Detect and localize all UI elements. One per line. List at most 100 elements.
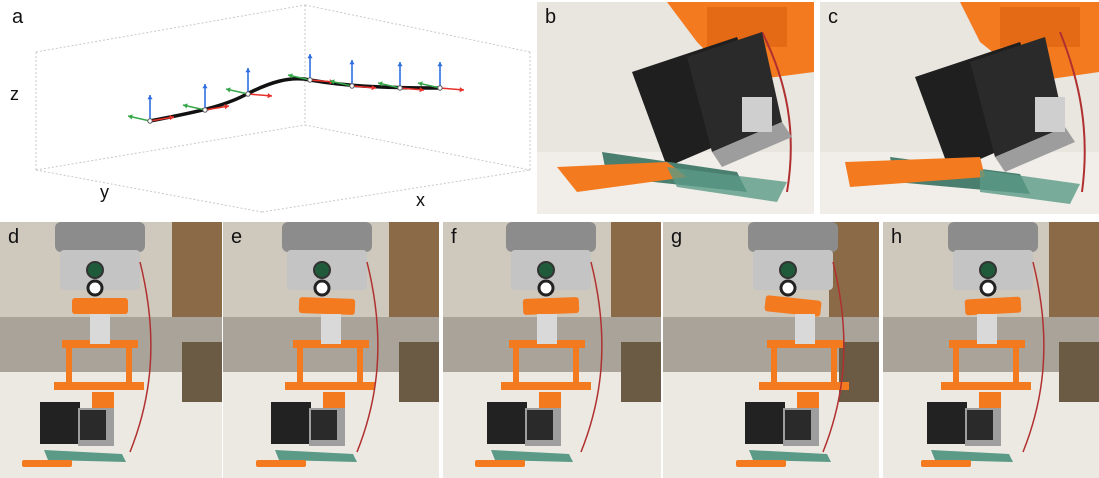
- stand: [621, 342, 661, 402]
- robot-arm-top: [748, 222, 838, 252]
- panel-label-f: f: [451, 226, 457, 248]
- orange-collar: [764, 295, 822, 317]
- motor-right-body: [527, 410, 553, 440]
- actuator-shaft: [795, 314, 815, 344]
- x-axis-arrow-head: [371, 85, 376, 91]
- frame-origin: [349, 83, 355, 89]
- x-axis-arrow-head: [459, 87, 464, 93]
- frame-leg-right: [126, 348, 132, 388]
- panel-label-g: g: [671, 226, 683, 248]
- photo-e: [223, 222, 439, 478]
- y-axis-arrow-head: [226, 87, 231, 93]
- panel-label-b: b: [545, 6, 557, 28]
- y-axis-arrow-head: [288, 73, 293, 79]
- panel-label-d: d: [8, 226, 20, 248]
- tool-plate: [44, 450, 126, 462]
- y-axis-arrow-head: [378, 81, 383, 87]
- button-icon: [86, 279, 104, 297]
- tool-plate: [931, 450, 1013, 462]
- frame-leg-right: [573, 348, 579, 388]
- orange-strip: [475, 460, 525, 467]
- motor-left: [40, 402, 80, 444]
- button-icon: [979, 279, 997, 297]
- frame-origin: [202, 107, 208, 113]
- orange-collar: [298, 297, 356, 315]
- stand: [839, 342, 879, 402]
- photo-f: [443, 222, 661, 478]
- x-axis-arrow-head: [267, 93, 272, 99]
- frame-mid-plate: [54, 382, 144, 390]
- button-icon: [313, 279, 331, 297]
- panel-label-c: c: [828, 6, 838, 28]
- axis-label-z: z: [10, 84, 19, 104]
- actuator-shaft: [90, 314, 110, 344]
- orange-collar: [964, 296, 1022, 316]
- panel-label-h: h: [891, 226, 903, 248]
- robot-arm-top: [506, 222, 596, 252]
- frame-leg-left: [513, 348, 519, 388]
- button-icon: [537, 279, 555, 297]
- frame-mid-plate: [285, 382, 375, 390]
- stand: [182, 342, 222, 402]
- motor-left: [271, 402, 311, 444]
- z-axis-arrow-head: [397, 62, 403, 67]
- motor-left: [487, 402, 527, 444]
- motor-right-body: [967, 410, 993, 440]
- z-axis-arrow-head: [307, 54, 313, 59]
- z-axis-arrow-head: [349, 60, 355, 65]
- panel-a: a z y x: [0, 0, 535, 215]
- z-axis-arrow-head: [202, 84, 208, 89]
- frame-origin: [397, 85, 403, 91]
- frame-origin: [437, 85, 443, 91]
- tool-plate: [491, 450, 573, 462]
- frame-leg-right: [831, 348, 837, 388]
- z-axis-arrow-head: [437, 62, 443, 67]
- y-axis-arrow-head: [128, 114, 133, 120]
- frame-mid-plate: [501, 382, 591, 390]
- motor-right-body: [785, 410, 811, 440]
- status-led-icon: [779, 261, 797, 279]
- status-led-icon: [86, 261, 104, 279]
- axis-label-y: y: [100, 182, 109, 202]
- orange-strip: [921, 460, 971, 467]
- motor-left: [927, 402, 967, 444]
- status-led-icon: [313, 261, 331, 279]
- orange-collar: [522, 297, 580, 315]
- motor-right-body: [311, 410, 337, 440]
- panel-label-a: a: [12, 6, 24, 28]
- status-led-icon: [537, 261, 555, 279]
- stand: [1059, 342, 1099, 402]
- orange-strip: [736, 460, 786, 467]
- tool-plate: [749, 450, 831, 462]
- photo-g: [663, 222, 879, 478]
- wire: [580, 261, 603, 453]
- trajectory-diagram: [35, 4, 531, 213]
- panel-b: b: [537, 2, 814, 214]
- frame-origin: [147, 118, 153, 124]
- frame-leg-left: [953, 348, 959, 388]
- panel-d: d: [0, 222, 222, 478]
- tool-plate: [275, 450, 357, 462]
- panel-g: g: [663, 222, 879, 478]
- frame-leg-left: [297, 348, 303, 388]
- robot-arm-top: [55, 222, 145, 252]
- frame-leg-right: [1013, 348, 1019, 388]
- frame-leg-left: [66, 348, 72, 388]
- y-axis-arrow-head: [183, 103, 188, 109]
- stand: [399, 342, 439, 402]
- trajectory-path: [149, 77, 441, 123]
- y-axis-arrow-head: [418, 81, 423, 87]
- orange-collar: [72, 298, 128, 314]
- y-axis-arrow-head: [330, 79, 335, 85]
- wire: [129, 261, 152, 453]
- x-axis-arrow-head: [224, 104, 229, 110]
- wire: [356, 261, 379, 453]
- panel-e: e: [223, 222, 439, 478]
- frame-origin: [245, 91, 251, 97]
- orange-strip: [22, 460, 72, 467]
- photo-d: [0, 222, 222, 478]
- z-axis-arrow-head: [245, 68, 251, 73]
- actuator-shaft: [321, 314, 341, 344]
- actuator-shaft: [537, 314, 557, 344]
- axis-label-x: x: [416, 190, 425, 210]
